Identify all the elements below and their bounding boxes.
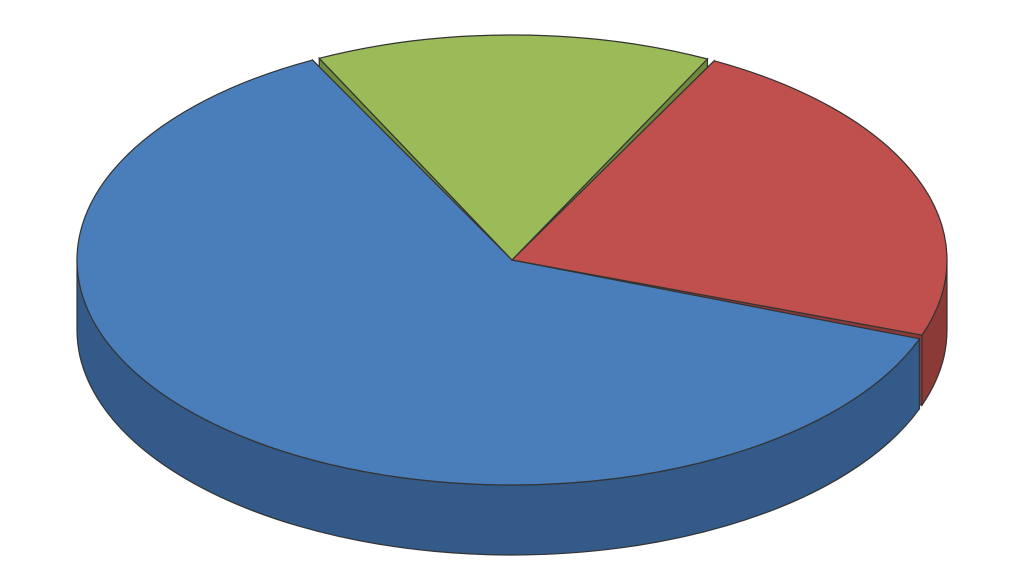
- pie-chart-svg: [0, 0, 1024, 570]
- pie-tops: [77, 35, 947, 485]
- pie-chart-3d: [0, 0, 1024, 570]
